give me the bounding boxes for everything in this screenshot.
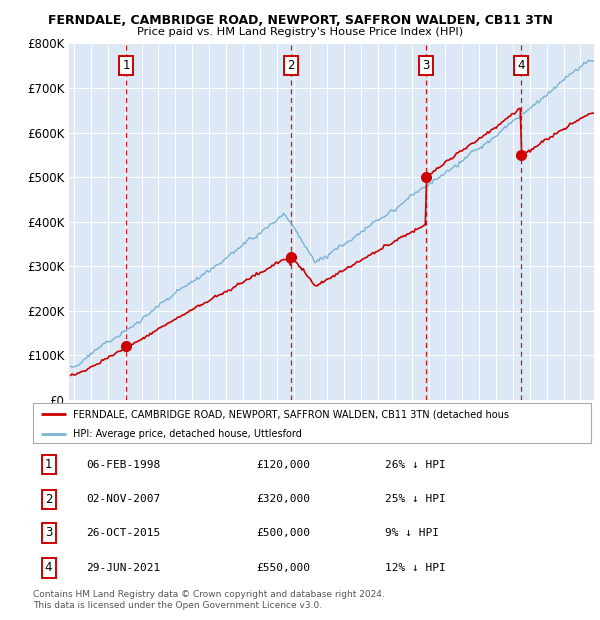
Text: 4: 4 [45,561,52,574]
Text: 4: 4 [517,59,525,72]
Text: HPI: Average price, detached house, Uttlesford: HPI: Average price, detached house, Uttl… [73,430,302,440]
Text: 06-FEB-1998: 06-FEB-1998 [86,459,160,469]
Text: 1: 1 [45,458,52,471]
Text: 02-NOV-2007: 02-NOV-2007 [86,494,160,505]
Text: FERNDALE, CAMBRIDGE ROAD, NEWPORT, SAFFRON WALDEN, CB11 3TN (detached hous: FERNDALE, CAMBRIDGE ROAD, NEWPORT, SAFFR… [73,409,509,419]
Text: £120,000: £120,000 [256,459,310,469]
Text: FERNDALE, CAMBRIDGE ROAD, NEWPORT, SAFFRON WALDEN, CB11 3TN: FERNDALE, CAMBRIDGE ROAD, NEWPORT, SAFFR… [47,14,553,27]
Text: £320,000: £320,000 [256,494,310,505]
Text: Contains HM Land Registry data © Crown copyright and database right 2024.
This d: Contains HM Land Registry data © Crown c… [33,590,385,609]
Text: 29-JUN-2021: 29-JUN-2021 [86,563,160,573]
Text: 26% ↓ HPI: 26% ↓ HPI [385,459,445,469]
Text: 25% ↓ HPI: 25% ↓ HPI [385,494,445,505]
Text: £550,000: £550,000 [256,563,310,573]
Text: 1: 1 [122,59,130,72]
Text: 3: 3 [422,59,429,72]
Text: 26-OCT-2015: 26-OCT-2015 [86,528,160,538]
Text: Price paid vs. HM Land Registry's House Price Index (HPI): Price paid vs. HM Land Registry's House … [137,27,463,37]
Text: 3: 3 [45,526,52,539]
Text: £500,000: £500,000 [256,528,310,538]
Text: 2: 2 [287,59,295,72]
Text: 12% ↓ HPI: 12% ↓ HPI [385,563,445,573]
Text: 2: 2 [45,493,52,506]
Text: 9% ↓ HPI: 9% ↓ HPI [385,528,439,538]
